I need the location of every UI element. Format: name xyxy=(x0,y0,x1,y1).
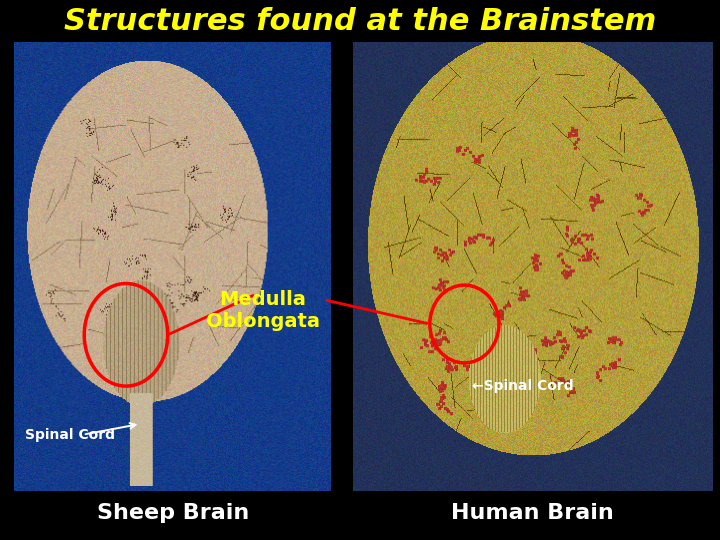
Text: ←Spinal Cord: ←Spinal Cord xyxy=(472,379,573,393)
Text: Structures found at the Brainstem: Structures found at the Brainstem xyxy=(64,7,656,36)
Text: Medulla
Oblongata: Medulla Oblongata xyxy=(206,290,320,331)
Text: Sheep Brain: Sheep Brain xyxy=(96,503,249,523)
Text: Human Brain: Human Brain xyxy=(451,503,614,523)
Text: Spinal Cord: Spinal Cord xyxy=(25,428,115,442)
